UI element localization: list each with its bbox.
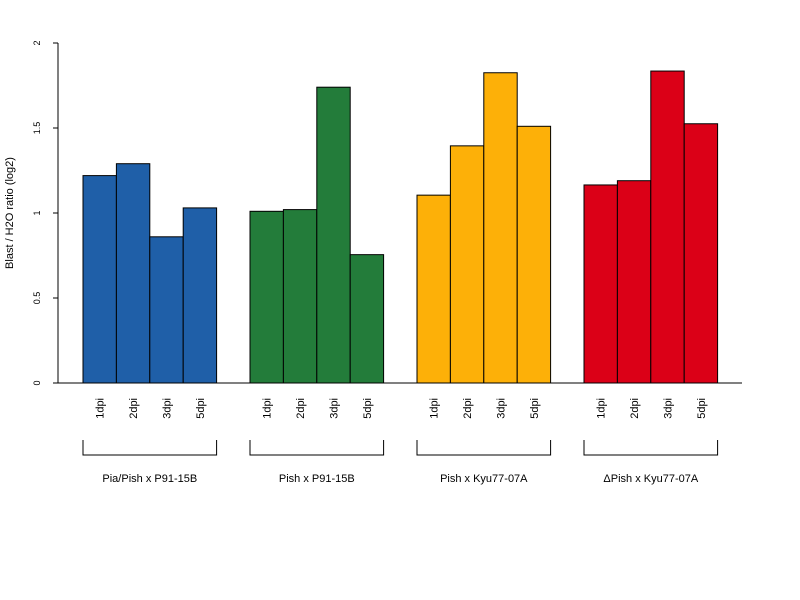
bar (115, 163, 151, 384)
bar (483, 72, 518, 384)
bar (149, 236, 184, 384)
y-tick-label: 2 (32, 40, 42, 45)
bar (316, 86, 351, 384)
bar (82, 175, 117, 384)
group-bracket (82, 440, 218, 456)
x-tick-label: 3dpi (663, 398, 675, 419)
x-tick-label: 5dpi (529, 398, 541, 419)
x-tick-labels: 1dpi 2dpi 3dpi 5dpi 1dpi 2dpi 3dpi 5dpi 1dpi 2dpi… (95, 398, 708, 419)
y-tick-label: 0.5 (32, 292, 42, 305)
x-tick-label: 2dpi (295, 398, 307, 419)
x-tick-label: 5dpi (696, 398, 708, 419)
group-label: ΔPish x Kyu77-07A (603, 473, 698, 485)
x-tick-label: 3dpi (162, 398, 174, 419)
y-axis-label: Blast / H2O ratio (log2) (4, 157, 16, 269)
group-label: Pia/Pish x P91-15B (102, 473, 197, 485)
x-tick-label: 1dpi (95, 398, 107, 419)
x-tick-label: 3dpi (329, 398, 341, 419)
bar (349, 254, 385, 384)
bar (616, 180, 652, 384)
x-tick-label: 1dpi (596, 398, 608, 419)
y-tick-label: 1.5 (32, 122, 42, 135)
group-bracket (416, 440, 552, 456)
bar (683, 123, 719, 384)
group-bracket (583, 440, 719, 456)
group-bracket (249, 440, 385, 456)
x-tick-label: 3dpi (496, 398, 508, 419)
bar (249, 210, 284, 384)
bar (449, 145, 485, 384)
y-axis: 0 0.5 1 1.5 2 (32, 40, 59, 386)
group-brackets: Pia/Pish x P91-15B Pish x P91-15B Pish x K… (82, 440, 719, 485)
bar (650, 70, 685, 384)
x-tick-label: 1dpi (429, 398, 441, 419)
bar (282, 209, 318, 384)
y-tick-label: 0 (32, 380, 42, 385)
x-tick-label: 1dpi (262, 398, 274, 419)
group-label: Pish x P91-15B (279, 473, 355, 485)
bar (583, 184, 618, 384)
bars (82, 70, 719, 384)
bar (516, 125, 552, 384)
x-tick-label: 2dpi (629, 398, 641, 419)
x-tick-label: 2dpi (462, 398, 474, 419)
x-tick-label: 2dpi (128, 398, 140, 419)
x-tick-label: 5dpi (362, 398, 374, 419)
group-label: Pish x Kyu77-07A (440, 473, 528, 485)
bar (416, 194, 451, 384)
y-tick-label: 1 (32, 210, 42, 215)
bar (182, 207, 218, 384)
x-tick-label: 5dpi (195, 398, 207, 419)
